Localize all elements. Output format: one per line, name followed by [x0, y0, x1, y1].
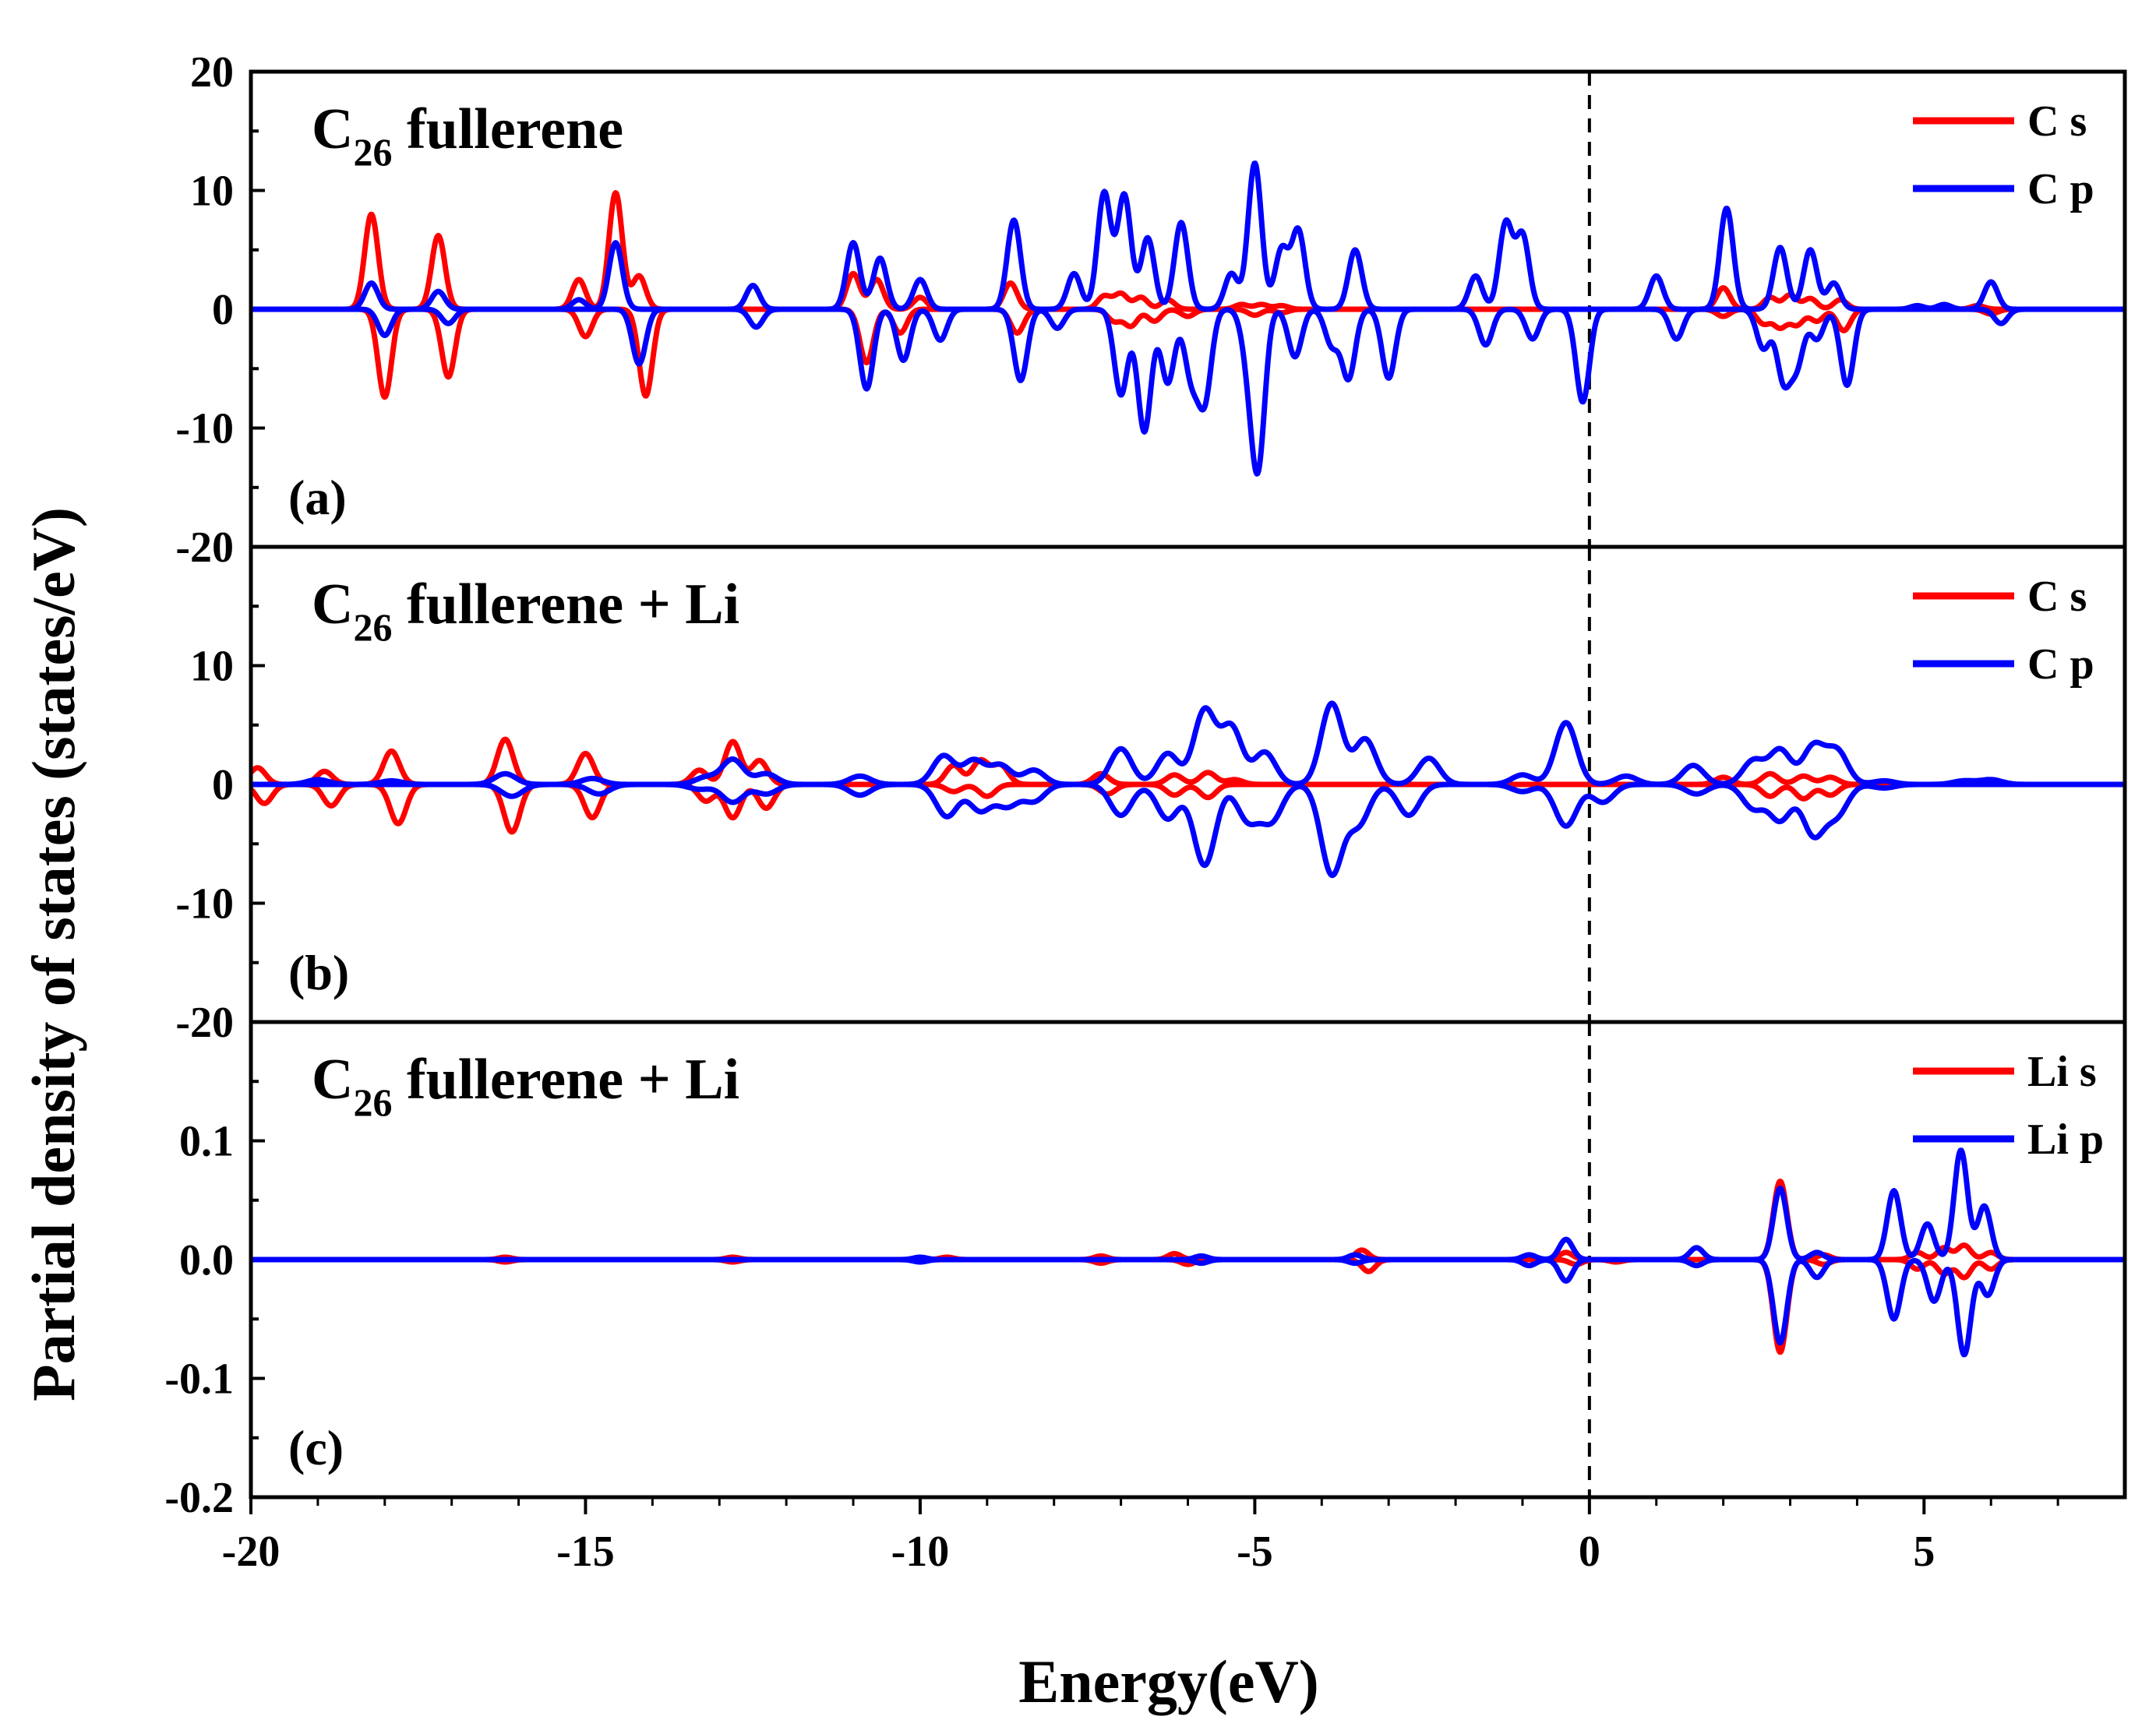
y-tick-label: -20 — [175, 999, 234, 1047]
y-tick-label: -0.1 — [164, 1355, 234, 1404]
y-tick-label: 10 — [190, 167, 234, 216]
panel-tag: (c) — [288, 1420, 344, 1475]
panel-title: C26 fullerene + Li — [312, 573, 739, 649]
legend-label: C s — [2027, 97, 2087, 146]
series-c-p-down — [251, 306, 2125, 477]
y-tick-label: -10 — [175, 880, 234, 929]
y-tick-label: 10 — [190, 643, 234, 691]
panel-2: -20 -10 0 10 C26 fullerene + Li (b) C s C p — [175, 545, 2127, 1047]
x-tick-label: -5 — [1237, 1528, 1273, 1576]
legend-label: C p — [2027, 640, 2094, 689]
panel-tag: (a) — [288, 470, 347, 525]
y-tick-label: -0.2 — [164, 1474, 234, 1522]
panel-1: -20 -10 0 10 20 C26 fullerene (a) C s C p — [175, 48, 2127, 572]
x-tick-label: -20 — [222, 1528, 281, 1576]
y-tick-label: -10 — [175, 405, 234, 453]
y-axis-title: Partial density of states (states/eV) — [19, 507, 87, 1401]
series-li-s-up — [251, 1179, 2125, 1263]
x-tick-label: 5 — [1913, 1528, 1935, 1576]
y-tick-label: 0.1 — [179, 1118, 234, 1166]
legend-label: C s — [2027, 573, 2087, 621]
x-tick-label: -10 — [891, 1528, 950, 1576]
series-li-p-up — [251, 1147, 2125, 1263]
x-axis-title: Energy(eV) — [1018, 1648, 1319, 1715]
y-tick-label: 0 — [212, 286, 234, 334]
series-li-p-down — [251, 1256, 2125, 1358]
y-tick-label: 0.0 — [179, 1236, 234, 1285]
panel-3: -0.2 -0.1 0.0 0.1 C26 fullerene + Li (c) Li s L… — [164, 1020, 2127, 1522]
legend-label: Li s — [2027, 1048, 2097, 1096]
panel-title: C26 fullerene — [312, 97, 623, 174]
series-c-p-down — [251, 781, 2125, 879]
curves — [251, 1147, 2125, 1358]
y-tick-label: -20 — [175, 523, 234, 572]
curves — [251, 160, 2125, 477]
y-tick-label: 0 — [212, 761, 234, 809]
legend-label: C p — [2027, 165, 2094, 213]
x-tick-label: 0 — [1579, 1528, 1600, 1576]
legend-label: Li p — [2027, 1115, 2104, 1164]
y-tick-label: 20 — [190, 48, 234, 97]
panel-tag: (b) — [288, 945, 349, 1000]
curves — [251, 700, 2125, 879]
panels-layer: -20 -10 0 10 20 C26 fullerene (a) C s C p -20 -10 0… — [164, 48, 2127, 1576]
panel-title: C26 fullerene + Li — [312, 1048, 739, 1124]
series-c-p-up — [251, 160, 2125, 312]
series-c-p-up — [251, 700, 2125, 788]
series-li-s-down — [251, 1256, 2125, 1355]
x-tick-label: -15 — [556, 1528, 615, 1576]
